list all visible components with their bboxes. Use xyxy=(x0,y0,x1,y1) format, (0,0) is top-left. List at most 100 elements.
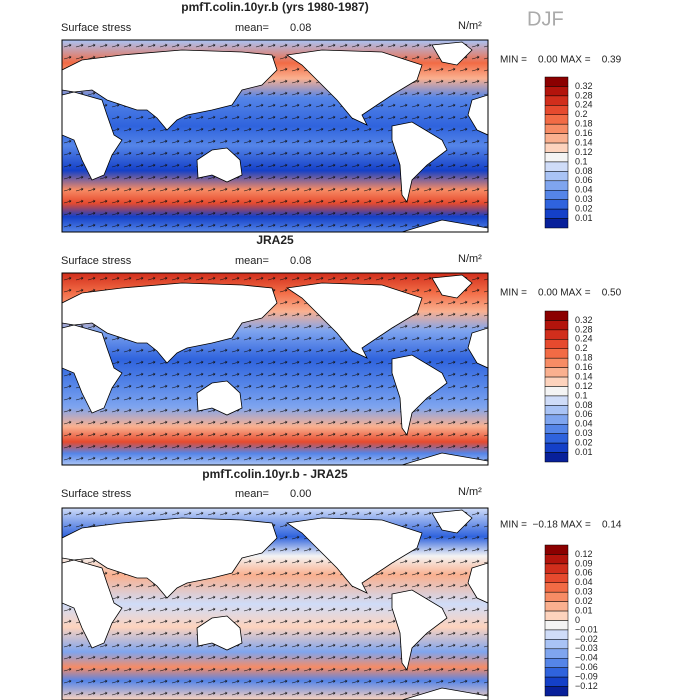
units-label: N/m² xyxy=(458,20,482,32)
colorbar-box xyxy=(544,414,569,425)
colorbar-box xyxy=(544,367,569,378)
colorbar-box xyxy=(544,218,569,229)
colorbar-box xyxy=(544,395,569,406)
colorbar-box xyxy=(544,376,569,387)
panel-title: JRA25 xyxy=(256,233,294,247)
colorbar-box xyxy=(544,658,569,668)
variable-label: Surface stress xyxy=(61,488,132,500)
colorbar-label: 0.14 xyxy=(575,371,593,381)
units-label: N/m² xyxy=(458,253,482,265)
colorbar-label: 0.03 xyxy=(575,194,593,204)
colorbar-label: 0.08 xyxy=(575,400,593,410)
min-max: MIN = 0.00 MAX = 0.39 xyxy=(500,55,622,66)
colorbar-box xyxy=(544,452,569,463)
colorbar-box xyxy=(544,563,569,574)
colorbar-box xyxy=(544,171,569,182)
variable-label: Surface stress xyxy=(61,255,132,267)
colorbar-label: 0.03 xyxy=(575,428,593,438)
colorbar-box xyxy=(544,620,569,631)
colorbar-box xyxy=(544,142,569,153)
colorbar-label: 0.03 xyxy=(575,587,593,597)
colorbar-label: 0.06 xyxy=(575,409,593,419)
colorbar-box xyxy=(544,573,569,583)
colorbar-box xyxy=(544,554,569,565)
colorbar-box xyxy=(544,329,569,340)
colorbar-box xyxy=(544,648,569,659)
min-max: MIN = −0.18 MAX = 0.14 xyxy=(500,520,622,531)
map-frame xyxy=(61,507,489,700)
colorbar-label: 0.12 xyxy=(575,147,593,157)
colorbar-label: 0.14 xyxy=(575,137,593,147)
colorbar-label: −0.06 xyxy=(575,662,598,672)
map-frame xyxy=(61,272,489,466)
colorbar-label: 0.12 xyxy=(575,381,593,391)
colorbar-box xyxy=(544,433,569,444)
colorbar-box xyxy=(544,610,569,621)
colorbar-label: −0.01 xyxy=(575,624,598,634)
colorbar-box xyxy=(544,95,569,106)
colorbar-label: 0.01 xyxy=(575,605,593,615)
colorbar-label: −0.12 xyxy=(575,681,598,691)
colorbar-label: 0.24 xyxy=(575,100,593,110)
colorbar-box xyxy=(544,105,569,115)
colorbar-box xyxy=(544,629,569,640)
colorbar-box xyxy=(544,582,569,593)
colorbar-label: 0.06 xyxy=(575,568,593,578)
colorbar-label: −0.09 xyxy=(575,672,598,682)
colorbar-label: 0.24 xyxy=(575,334,593,344)
mean-label: mean= xyxy=(235,22,269,34)
colorbar-label: 0.02 xyxy=(575,438,593,448)
colorbar-label: 0.28 xyxy=(575,324,593,334)
colorbar-box xyxy=(544,339,569,349)
mean-value: 0.08 xyxy=(290,22,311,34)
colorbar-label: 0.18 xyxy=(575,353,593,363)
season-label: DJF xyxy=(527,8,564,30)
mean-label: mean= xyxy=(235,255,269,267)
colorbar-box xyxy=(544,86,569,97)
colorbar-label: 0.04 xyxy=(575,577,593,587)
colorbar-label: 0.08 xyxy=(575,166,593,176)
map xyxy=(62,273,488,465)
mean-value: 0.00 xyxy=(290,488,311,500)
panel-title: pmfT.colin.10yr.b (yrs 1980-1987) xyxy=(181,0,368,14)
colorbar-label: 0.01 xyxy=(575,447,593,457)
map xyxy=(62,40,488,232)
colorbar-label: 0.09 xyxy=(575,558,593,568)
colorbar-label: 0.02 xyxy=(575,596,593,606)
colorbar-label: 0.2 xyxy=(575,343,588,353)
colorbar-box xyxy=(544,76,569,87)
colorbar-box xyxy=(544,320,569,331)
colorbar-label: 0.02 xyxy=(575,204,593,214)
colorbar-label: −0.04 xyxy=(575,653,598,663)
colorbar-box xyxy=(544,199,569,210)
min-max: MIN = 0.00 MAX = 0.50 xyxy=(500,288,622,299)
colorbar-box xyxy=(544,190,569,200)
units-label: N/m² xyxy=(458,486,482,498)
colorbar-box xyxy=(544,123,569,134)
colorbar-box xyxy=(544,152,569,163)
colorbar-label: 0 xyxy=(575,615,580,625)
colorbar-label: 0.16 xyxy=(575,128,593,138)
colorbar-box xyxy=(544,442,569,453)
colorbar-label: 0.04 xyxy=(575,185,593,195)
colorbar-box xyxy=(544,405,569,416)
colorbar-box xyxy=(544,348,569,359)
map-frame xyxy=(61,39,489,233)
colorbar-label: 0.06 xyxy=(575,175,593,185)
colorbar-box xyxy=(544,676,569,687)
colorbar-box xyxy=(544,591,569,602)
colorbar-label: −0.03 xyxy=(575,643,598,653)
map xyxy=(62,508,488,700)
colorbar-label: 0.28 xyxy=(575,90,593,100)
colorbar-label: 0.01 xyxy=(575,213,593,223)
colorbar-label: 0.12 xyxy=(575,549,593,559)
colorbar-label: −0.02 xyxy=(575,634,598,644)
colorbar-label: 0.2 xyxy=(575,109,588,119)
colorbar-box xyxy=(544,133,569,144)
mean-value: 0.08 xyxy=(290,255,311,267)
colorbar-box xyxy=(544,310,569,321)
colorbar-box xyxy=(544,161,569,172)
colorbar-label: 0.32 xyxy=(575,81,593,91)
colorbar-box xyxy=(544,180,569,191)
